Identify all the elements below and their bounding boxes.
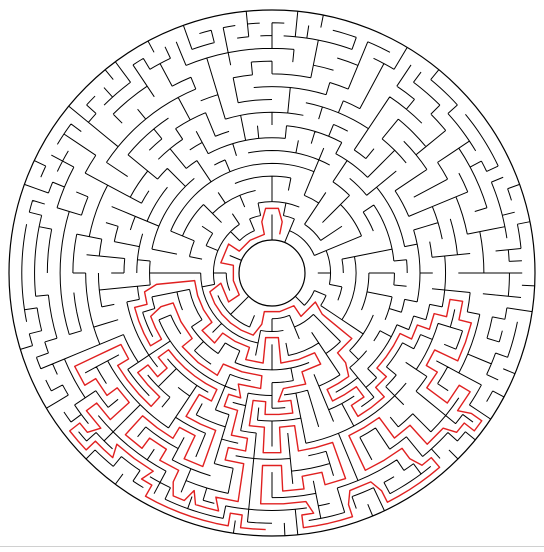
center-hole — [238, 239, 306, 307]
maze-walls — [20, 11, 535, 536]
maze-wall-segments — [20, 11, 535, 536]
solution-route — [69, 207, 483, 531]
solution-path — [69, 207, 483, 531]
bottom-divider — [0, 546, 544, 547]
outer-boundary — [8, 9, 536, 537]
